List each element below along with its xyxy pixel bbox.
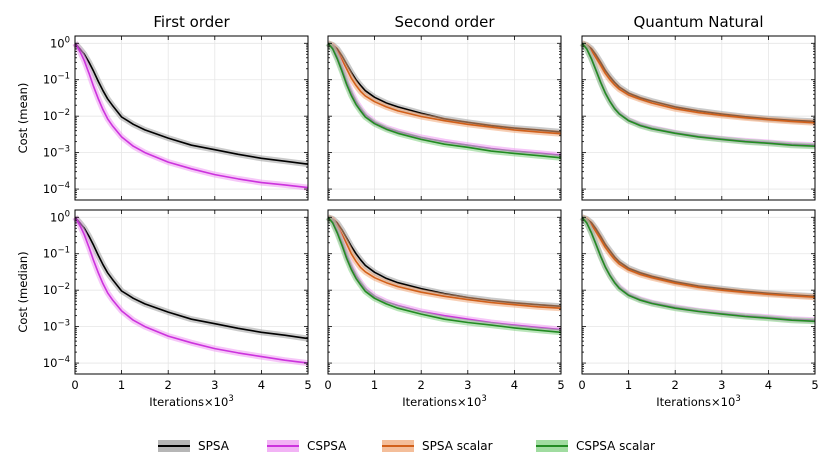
legend-item-spsa: SPSA bbox=[158, 439, 230, 453]
series-band-spsa bbox=[72, 41, 309, 168]
series-band-cspsa-scalar bbox=[579, 41, 816, 150]
y-tick-label: 10−1 bbox=[43, 246, 70, 261]
y-tick-label: 10−3 bbox=[43, 319, 70, 334]
x-tick-label: 3 bbox=[211, 378, 218, 392]
series-line-spsa bbox=[74, 42, 309, 165]
x-axis-label: Iterations×103 bbox=[402, 394, 486, 409]
series-band-cspsa bbox=[579, 215, 816, 324]
y-tick-label: 10−2 bbox=[43, 282, 70, 297]
panel-1-2: 0 1 2 3 4 5 Iterations×103 bbox=[578, 209, 819, 409]
y-tick-label: 10−4 bbox=[43, 181, 70, 196]
series-line-cspsa bbox=[74, 216, 309, 364]
x-tick-label: 4 bbox=[511, 378, 518, 392]
legend-label: SPSA bbox=[198, 439, 230, 453]
panel-0-1: Second order bbox=[325, 13, 562, 201]
y-tick-label: 10−2 bbox=[43, 108, 70, 123]
series-line-cspsa-scalar bbox=[581, 42, 816, 147]
series-line-cspsa bbox=[581, 42, 816, 146]
y-tick-label: 10−3 bbox=[43, 145, 70, 160]
y-tick-label: 10−1 bbox=[43, 72, 70, 87]
x-tick-label: 5 bbox=[304, 378, 311, 392]
series-line-cspsa bbox=[74, 42, 309, 189]
series-line-cspsa-scalar bbox=[327, 216, 562, 334]
x-tick-label: 5 bbox=[557, 378, 564, 392]
x-tick-label: 0 bbox=[578, 378, 585, 392]
series-band-cspsa bbox=[72, 41, 309, 191]
series-band-cspsa bbox=[579, 41, 816, 149]
x-tick-label: 4 bbox=[765, 378, 772, 392]
series-line-cspsa-scalar bbox=[327, 42, 562, 159]
panel-0-0: 100 10−1 10−2 10−3 10−4 First order Cost (mean… bbox=[16, 13, 309, 201]
legend-item-cspsa: CSPSA bbox=[267, 439, 347, 453]
x-tick-label: 1 bbox=[625, 378, 632, 392]
x-tick-label: 1 bbox=[118, 378, 125, 392]
column-title: First order bbox=[153, 13, 230, 31]
legend-label: CSPSA scalar bbox=[576, 439, 655, 453]
panel-1-1: 0 1 2 3 4 5 Iterations×103 bbox=[324, 209, 565, 409]
y-tick-label: 100 bbox=[50, 35, 70, 50]
x-tick-label: 5 bbox=[811, 378, 818, 392]
legend-label: CSPSA bbox=[307, 439, 347, 453]
panel-0-2: Quantum Natural bbox=[579, 13, 816, 201]
series-band-spsa bbox=[72, 215, 309, 342]
column-title: Quantum Natural bbox=[633, 13, 763, 31]
y-axis-label: Cost (mean) bbox=[16, 83, 30, 154]
series-line-spsa-scalar bbox=[581, 42, 816, 124]
x-tick-label: 0 bbox=[324, 378, 331, 392]
x-axis-label: Iterations×103 bbox=[149, 394, 233, 409]
y-axis-label: Cost (median) bbox=[16, 251, 30, 332]
y-tick-label: 100 bbox=[50, 209, 70, 224]
x-tick-label: 3 bbox=[718, 378, 725, 392]
series-line-spsa bbox=[74, 216, 309, 340]
y-tick-label: 10−4 bbox=[43, 355, 70, 370]
series-line-cspsa bbox=[327, 42, 562, 156]
x-tick-label: 3 bbox=[464, 378, 471, 392]
x-tick-label: 2 bbox=[165, 378, 172, 392]
legend-item-spsa-scalar: SPSA scalar bbox=[382, 439, 493, 453]
legend: SPSA CSPSA SPSA scalar CSPSA scalar bbox=[158, 439, 655, 453]
series-line-spsa-scalar bbox=[581, 216, 816, 298]
x-axis-label: Iterations×103 bbox=[656, 394, 740, 409]
series-line-cspsa bbox=[581, 216, 816, 321]
x-tick-label: 0 bbox=[71, 378, 78, 392]
column-title: Second order bbox=[395, 13, 496, 31]
series-band-cspsa bbox=[325, 41, 562, 159]
x-tick-label: 2 bbox=[672, 378, 679, 392]
x-tick-label: 1 bbox=[371, 378, 378, 392]
x-tick-label: 2 bbox=[418, 378, 425, 392]
legend-label: SPSA scalar bbox=[422, 439, 493, 453]
legend-item-cspsa-scalar: CSPSA scalar bbox=[536, 439, 655, 453]
series-band-cspsa-scalar bbox=[579, 215, 816, 325]
panel-1-0: 0 1 2 3 4 5 100 10−1 10−2 10−3 10−4 Cost (median) It… bbox=[16, 209, 312, 409]
x-tick-label: 4 bbox=[258, 378, 265, 392]
series-line-spsa-scalar bbox=[327, 216, 562, 309]
series-line-cspsa-scalar bbox=[581, 216, 816, 323]
series-line-spsa-scalar bbox=[327, 42, 562, 135]
